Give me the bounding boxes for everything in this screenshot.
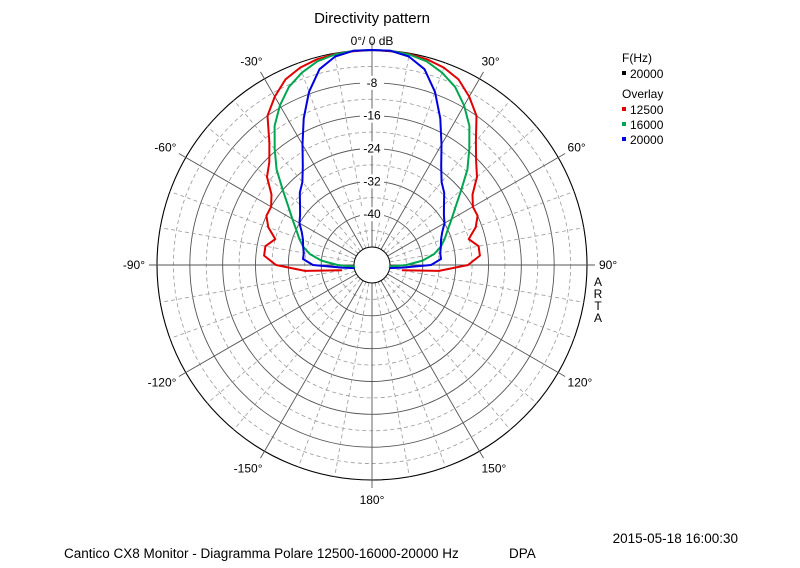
grid-spoke-minor bbox=[389, 227, 584, 263]
side-label-letter: A bbox=[594, 275, 602, 289]
grid-spoke bbox=[387, 273, 566, 377]
angle-label: 150° bbox=[482, 462, 507, 476]
angle-label: -90° bbox=[123, 258, 145, 272]
grid-spoke bbox=[260, 280, 364, 459]
legend-swatch-12500 bbox=[622, 107, 626, 111]
grid-spoke bbox=[260, 71, 364, 250]
radial-tick-label: -40 bbox=[363, 207, 381, 221]
radial-tick-label: -16 bbox=[363, 109, 381, 123]
angle-label: 30° bbox=[482, 54, 500, 68]
series-curves bbox=[263, 49, 481, 272]
grid-spoke bbox=[380, 280, 484, 459]
radial-label-bg bbox=[360, 108, 384, 123]
legend-f-swatch bbox=[622, 71, 626, 75]
footer-label-right: DPA bbox=[509, 546, 536, 561]
angle-label: 90° bbox=[599, 258, 617, 272]
angle-label: 180° bbox=[360, 493, 385, 507]
radial-tick-label: -8 bbox=[367, 76, 378, 90]
legend-f-entry: 20000 bbox=[630, 67, 664, 81]
radial-tick-labels: -8 -16 -24 -32 -40 bbox=[360, 75, 384, 222]
radial-tick-label: -24 bbox=[363, 142, 381, 156]
grid-spoke-minor bbox=[298, 62, 367, 249]
legend-swatch-20000 bbox=[622, 137, 626, 141]
angle-label: -60° bbox=[154, 141, 176, 155]
grid-spoke bbox=[178, 273, 357, 377]
grid-spoke bbox=[380, 71, 484, 250]
grid-spoke-minor bbox=[383, 278, 511, 430]
grid-spoke-minor bbox=[298, 281, 367, 468]
side-label-letter: R bbox=[594, 287, 603, 301]
angle-label: 120° bbox=[568, 376, 593, 390]
grid-spoke-minor bbox=[160, 267, 355, 303]
legend-swatch-16000 bbox=[622, 122, 626, 126]
radial-tick-label: -32 bbox=[363, 174, 381, 188]
grid-spoke-minor bbox=[385, 276, 537, 404]
chart-title: Directivity pattern bbox=[314, 10, 430, 27]
grid-spoke-minor bbox=[374, 53, 410, 248]
grid-spoke-minor bbox=[383, 100, 511, 252]
grid-spoke-minor bbox=[377, 281, 446, 468]
grid-spoke bbox=[387, 153, 566, 257]
grid-spoke-minor bbox=[207, 276, 359, 404]
center-hole bbox=[353, 246, 391, 284]
grid-spoke-minor bbox=[169, 270, 356, 339]
grid-spoke-minor bbox=[233, 278, 361, 430]
grid-spoke-minor bbox=[388, 191, 575, 260]
grid-spoke-minor bbox=[377, 62, 446, 249]
side-label-letter: T bbox=[594, 299, 602, 313]
radial-label-bg bbox=[360, 207, 384, 222]
top-reference-label: 0°/ 0 dB bbox=[351, 34, 394, 48]
radial-label-bg bbox=[360, 75, 384, 90]
grid-spoke bbox=[178, 153, 357, 257]
grid-spoke-minor bbox=[334, 282, 370, 477]
grid-spoke-minor bbox=[334, 53, 370, 248]
grid-spoke-minor bbox=[160, 227, 355, 263]
legend-f-header: F(Hz) bbox=[622, 51, 652, 65]
legend-entry-16000: 16000 bbox=[630, 118, 664, 132]
legend-entry-20000: 20000 bbox=[630, 133, 664, 147]
grid-spoke-minor bbox=[169, 191, 356, 260]
legend-entry-12500: 12500 bbox=[630, 103, 664, 117]
grid-spoke-minor bbox=[388, 270, 575, 339]
side-label-letter: A bbox=[594, 311, 602, 325]
timestamp: 2015-05-18 16:00:30 bbox=[613, 531, 738, 546]
legend-overlay-header: Overlay bbox=[622, 87, 663, 101]
angle-label: -120° bbox=[148, 376, 177, 390]
angle-label: 60° bbox=[568, 141, 586, 155]
grid-spoke-minor bbox=[374, 282, 410, 477]
angle-label: -150° bbox=[234, 462, 263, 476]
grid-spoke-minor bbox=[233, 100, 361, 252]
grid-spoke-minor bbox=[389, 267, 584, 303]
footer-caption: Cantico CX8 Monitor - Diagramma Polare 1… bbox=[64, 546, 459, 561]
radial-label-bg bbox=[360, 141, 384, 156]
radial-label-bg bbox=[360, 174, 384, 189]
angle-labels: -30° 30° -60° 60° -90° 90° -120° 120° -150° 150° 1… bbox=[123, 54, 618, 507]
angle-label: -30° bbox=[240, 54, 262, 68]
series-line-20000 bbox=[298, 49, 446, 270]
